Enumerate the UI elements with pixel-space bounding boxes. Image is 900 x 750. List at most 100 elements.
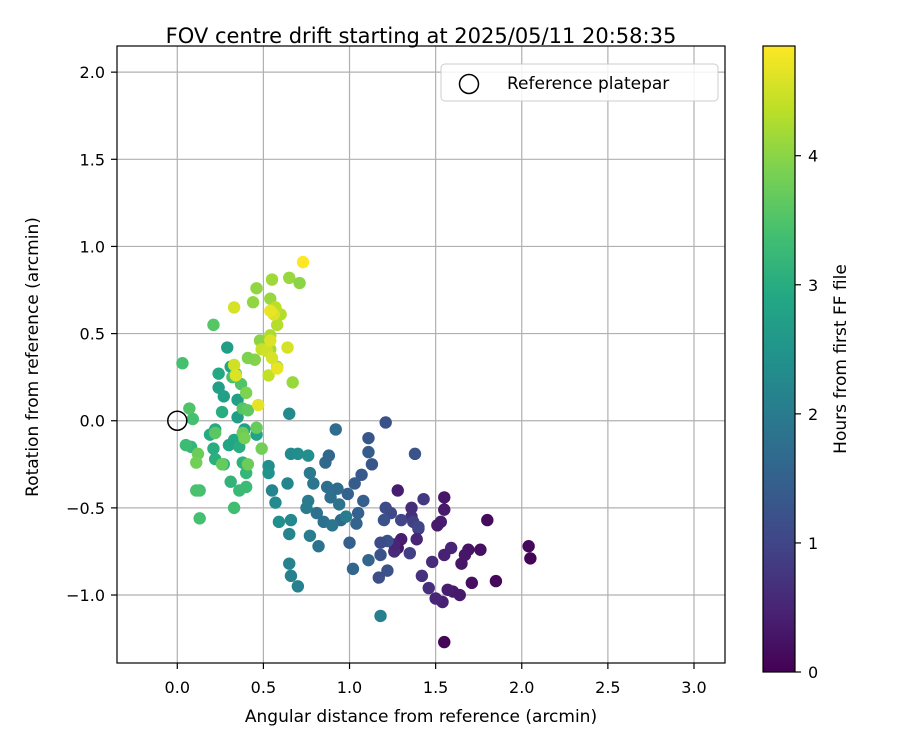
data-point — [207, 442, 220, 455]
data-point — [522, 540, 535, 553]
data-point — [374, 548, 387, 562]
data-point — [343, 536, 356, 549]
data-point — [264, 334, 277, 347]
data-point — [193, 512, 206, 525]
data-point — [303, 529, 317, 542]
x-tick-label: 2.0 — [509, 678, 534, 697]
data-point — [284, 513, 298, 527]
data-point — [246, 296, 260, 309]
y-axis-ticks: −1.0 −0.5 0.0 0.5 1.0 1.5 2.0 — [66, 63, 117, 605]
data-point — [312, 540, 325, 553]
x-tick-label: 3.0 — [681, 678, 706, 697]
data-point — [324, 491, 337, 504]
data-point — [341, 487, 354, 501]
data-point — [270, 318, 284, 332]
data-point — [215, 405, 229, 419]
data-point — [455, 557, 468, 570]
data-point — [252, 398, 265, 412]
data-point — [283, 271, 296, 285]
data-point — [255, 442, 268, 455]
legend-box — [440, 63, 719, 102]
data-point — [239, 480, 253, 494]
data-point — [331, 482, 344, 495]
colorbar-tick-label: 3 — [808, 276, 818, 295]
data-point — [281, 477, 294, 490]
data-point — [346, 562, 360, 576]
y-tick-label: 0.5 — [80, 325, 105, 344]
data-point — [264, 304, 277, 318]
data-point — [410, 533, 423, 546]
data-point — [227, 301, 241, 314]
data-point — [474, 543, 487, 556]
data-point — [262, 466, 275, 480]
data-point — [362, 431, 375, 445]
colorbar-ticks: 0 1 2 3 4 — [795, 147, 818, 682]
data-point — [362, 445, 375, 459]
data-point — [350, 517, 363, 530]
y-tick-label: 2.0 — [80, 63, 105, 82]
data-point — [296, 255, 310, 269]
data-point — [239, 386, 253, 400]
data-point — [381, 564, 394, 577]
data-point — [190, 484, 203, 497]
data-point — [351, 506, 365, 520]
data-point — [329, 423, 342, 436]
data-point — [212, 367, 225, 380]
x-axis-label: Angular distance from reference (arcmin) — [245, 707, 597, 727]
data-point — [221, 341, 234, 354]
colorbar — [762, 45, 796, 673]
data-point — [207, 318, 220, 332]
data-point — [431, 519, 444, 532]
colorbar-label: Hours from first FF file — [831, 264, 851, 454]
data-point — [405, 501, 418, 515]
legend: Reference platepar — [440, 63, 719, 102]
data-point — [283, 527, 296, 541]
data-point — [227, 358, 241, 372]
data-point — [283, 407, 296, 420]
data-point — [372, 571, 386, 584]
data-point — [270, 362, 284, 375]
data-point — [286, 376, 299, 389]
data-point — [379, 416, 392, 429]
data-point — [412, 520, 425, 534]
data-point — [190, 456, 203, 469]
data-point — [176, 357, 189, 370]
legend-open-circle-marker — [458, 73, 480, 95]
data-point — [403, 546, 417, 560]
data-point — [310, 506, 323, 520]
data-point — [284, 569, 298, 583]
data-point — [300, 501, 313, 515]
data-point — [303, 466, 317, 480]
data-point — [391, 484, 404, 497]
data-point — [438, 503, 451, 516]
x-tick-label: 1.0 — [337, 678, 362, 697]
data-point — [422, 581, 435, 595]
data-point — [241, 404, 255, 417]
data-point — [438, 548, 451, 562]
reference-platepar-marker — [167, 410, 188, 431]
data-point — [250, 421, 263, 434]
data-point — [379, 501, 392, 515]
y-axis-label: Rotation from reference (arcmin) — [23, 217, 43, 497]
x-tick-label: 0.0 — [165, 678, 190, 697]
data-point — [362, 553, 375, 567]
data-point — [348, 477, 361, 490]
data-point — [265, 351, 279, 365]
data-point — [374, 536, 387, 549]
data-point — [291, 447, 305, 461]
data-point — [441, 583, 454, 596]
data-point — [222, 438, 236, 452]
data-point — [272, 515, 286, 529]
data-point — [224, 475, 237, 488]
chart-title: FOV centre drift starting at 2025/05/11 … — [166, 24, 677, 48]
data-point — [417, 492, 430, 506]
x-tick-label: 1.5 — [423, 678, 448, 697]
grid — [117, 46, 725, 663]
data-point — [355, 468, 368, 481]
data-point — [250, 282, 263, 295]
data-point — [291, 580, 305, 593]
data-point — [465, 576, 479, 590]
data-point — [481, 513, 494, 527]
